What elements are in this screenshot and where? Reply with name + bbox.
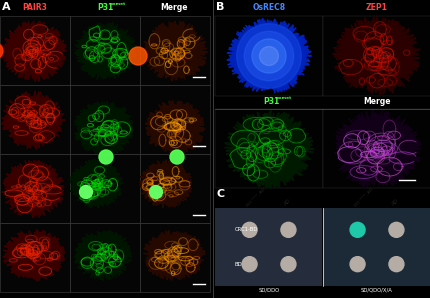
Text: comet: comet xyxy=(276,96,292,100)
Bar xyxy=(140,154,209,223)
Text: A: A xyxy=(2,2,11,12)
Circle shape xyxy=(0,43,3,59)
Text: SD/QDO/X/A: SD/QDO/X/A xyxy=(360,287,392,292)
Text: SD/DDO: SD/DDO xyxy=(258,287,279,292)
Text: comet: comet xyxy=(111,2,126,6)
Polygon shape xyxy=(74,230,132,281)
Circle shape xyxy=(280,222,295,237)
Polygon shape xyxy=(139,160,191,208)
Polygon shape xyxy=(145,100,205,156)
Circle shape xyxy=(388,222,403,237)
Bar xyxy=(0,85,70,154)
Polygon shape xyxy=(1,21,66,81)
Bar xyxy=(140,16,209,85)
Text: C: C xyxy=(216,189,224,199)
Polygon shape xyxy=(2,160,64,218)
Bar xyxy=(322,109,430,188)
Bar xyxy=(70,16,140,85)
Text: P31: P31 xyxy=(262,97,279,106)
Circle shape xyxy=(236,24,301,88)
Text: PAIR3: PAIR3 xyxy=(22,3,47,12)
Bar xyxy=(322,208,429,286)
Circle shape xyxy=(80,186,92,198)
Text: ZEP1: ZEP1 xyxy=(365,3,387,12)
Text: P31ᶜᵒᵐᵉᵗ_AD: P31ᶜᵒᵐᵉᵗ_AD xyxy=(244,186,265,207)
Bar xyxy=(215,109,322,188)
Text: CRC1-BD: CRC1-BD xyxy=(234,227,258,232)
Text: P31: P31 xyxy=(97,3,113,12)
Polygon shape xyxy=(226,18,311,93)
Text: BD: BD xyxy=(234,262,242,267)
Polygon shape xyxy=(142,21,207,81)
Bar xyxy=(70,154,140,223)
Bar xyxy=(215,208,321,286)
Circle shape xyxy=(129,47,147,65)
Bar xyxy=(322,16,430,96)
Circle shape xyxy=(169,150,184,164)
Polygon shape xyxy=(143,230,205,281)
Circle shape xyxy=(99,150,113,164)
Circle shape xyxy=(244,31,293,81)
Bar xyxy=(70,85,140,154)
Polygon shape xyxy=(74,22,136,80)
Circle shape xyxy=(280,257,295,272)
Circle shape xyxy=(259,46,278,66)
Circle shape xyxy=(149,186,162,198)
Polygon shape xyxy=(74,101,133,156)
Bar xyxy=(0,16,70,85)
Bar xyxy=(0,223,70,292)
Circle shape xyxy=(242,222,256,237)
Polygon shape xyxy=(224,110,313,188)
Circle shape xyxy=(242,257,256,272)
Circle shape xyxy=(349,222,364,237)
Text: Merge: Merge xyxy=(160,3,187,12)
Bar xyxy=(140,223,209,292)
Polygon shape xyxy=(69,159,123,208)
Text: AD: AD xyxy=(282,198,291,207)
Text: P31ᶜᵒᵐᵉᵗ_AD: P31ᶜᵒᵐᵉᵗ_AD xyxy=(352,186,373,207)
Polygon shape xyxy=(3,229,65,281)
Polygon shape xyxy=(2,91,64,149)
Bar xyxy=(70,223,140,292)
Text: Merge: Merge xyxy=(362,97,390,106)
Bar xyxy=(0,154,70,223)
Text: B: B xyxy=(215,2,224,12)
Bar xyxy=(215,16,322,96)
Text: OsREC8: OsREC8 xyxy=(252,3,285,12)
Bar xyxy=(140,85,209,154)
Polygon shape xyxy=(332,16,419,96)
Circle shape xyxy=(349,257,364,272)
Circle shape xyxy=(251,39,286,73)
Polygon shape xyxy=(334,109,420,187)
Text: AD: AD xyxy=(390,198,399,207)
Circle shape xyxy=(388,257,403,272)
